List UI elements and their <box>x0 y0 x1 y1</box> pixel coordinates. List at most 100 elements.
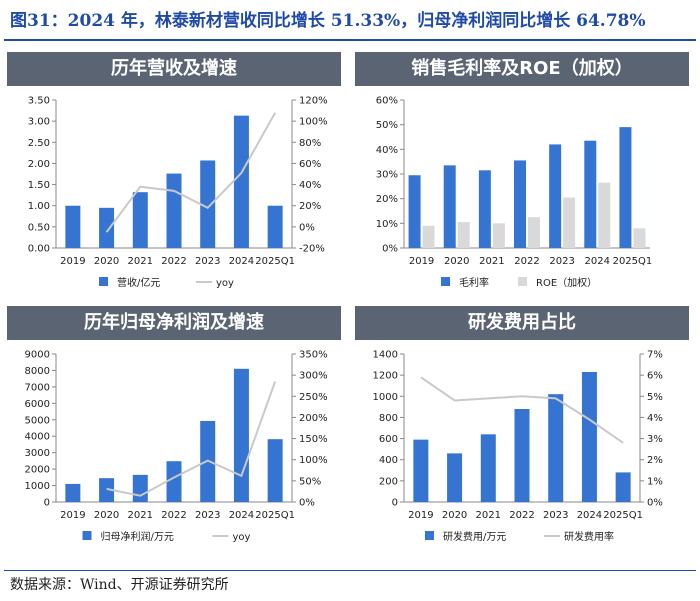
left-tick-label: 1000 <box>25 481 50 492</box>
x-tick-label: 2025Q1 <box>613 256 653 267</box>
bar-bar-2022 <box>514 408 530 502</box>
left-tick-label: 8000 <box>25 366 50 377</box>
bar-bar-2020 <box>99 478 115 502</box>
right-tick-label: 300% <box>299 371 328 382</box>
source-note: 数据来源：Wind、开源证券研究所 <box>10 577 229 593</box>
right-tick-label: 3% <box>647 434 663 445</box>
bar-bar-2024 <box>233 115 249 248</box>
bar-bar-2020 <box>99 207 115 248</box>
x-tick-label: 2023 <box>195 256 220 267</box>
x-tick-label: 2023 <box>549 256 574 267</box>
legend-label: 研发费用率 <box>564 530 614 543</box>
legend-swatch-bar <box>99 277 108 286</box>
right-tick-label: 100% <box>299 455 328 466</box>
bar-bar-2024 <box>584 140 597 248</box>
left-tick-label: 3000 <box>25 448 50 459</box>
x-tick-label: 2020 <box>94 256 119 267</box>
legend-label: 营收/亿元 <box>117 276 160 289</box>
legend-label: ROE（加权） <box>536 276 597 289</box>
legend-label: yoy <box>216 278 234 289</box>
left-tick-label: 6000 <box>25 399 50 410</box>
left-tick-label: 2.50 <box>28 138 50 149</box>
legend-swatch-bar <box>82 531 92 540</box>
left-tick-label: 0.50 <box>28 222 50 233</box>
x-tick-label: 2025Q1 <box>255 510 295 521</box>
right-tick-label: 5% <box>647 392 663 403</box>
x-tick-label: 2022 <box>161 510 186 521</box>
bar-bar-2019 <box>413 439 429 502</box>
left-tick-label: 600 <box>379 434 398 445</box>
bar-bar-2020 <box>447 453 463 502</box>
bar-bar-2023 <box>200 160 216 248</box>
x-tick-label: 2024 <box>585 256 610 267</box>
right-tick-label: -20% <box>299 244 325 255</box>
right-tick-label: 2% <box>647 455 663 466</box>
x-tick-label: 2019 <box>60 256 85 267</box>
right-tick-label: 60% <box>299 159 321 170</box>
bar-bar2-2023 <box>563 197 576 248</box>
revenue-chart: 0.00 0.50 1.00 1.50 2.00 2.50 3.00 3.50 -20% 0% 20… <box>28 96 328 290</box>
x-tick-label: 2023 <box>543 510 568 521</box>
bar-bar-2024 <box>233 368 249 502</box>
right-tick-label: 50% <box>299 476 321 487</box>
right-tick-label: 120% <box>299 96 328 107</box>
right-tick-label: 0% <box>647 498 663 509</box>
bar-bar-2022 <box>166 461 182 502</box>
left-tick-label: 7000 <box>25 382 50 393</box>
bar-bar-2025Q1 <box>615 472 631 502</box>
left-tick-label: 1.50 <box>28 180 50 191</box>
left-tick-label: 30% <box>376 170 398 181</box>
right-tick-label: 100% <box>299 117 328 128</box>
legend-swatch-bar <box>441 277 450 286</box>
left-tick-label: 50% <box>376 120 398 131</box>
right-tick-label: 6% <box>647 371 663 382</box>
bar-bar-2025Q1 <box>267 439 283 502</box>
right-tick-label: 20% <box>299 201 321 212</box>
bar-bar-2022 <box>166 173 182 248</box>
left-tick-label: 1000 <box>373 392 398 403</box>
x-tick-label: 2020 <box>94 510 119 521</box>
x-tick-label: 2020 <box>444 256 469 267</box>
bar-bar-2019 <box>65 205 81 248</box>
legend-label: 毛利率 <box>459 276 489 289</box>
legend-label: 归母净利润/万元 <box>101 530 174 543</box>
left-tick-label: 0 <box>392 498 398 509</box>
x-tick-label: 2022 <box>161 256 186 267</box>
rnd-chart: 0 200 400 600 800 1000 1200 1400 0% 1% 2% 3% 4% 5% 6% 7… <box>373 350 663 544</box>
margin-roe-chart-panel: 销售毛利率及ROE（加权） 0% 10% 20% 30% 40% 50% 60% 2019 20… <box>352 52 692 298</box>
left-tick-label: 2.00 <box>28 159 50 170</box>
x-tick-label: 2024 <box>229 256 254 267</box>
left-tick-label: 40% <box>376 145 398 156</box>
x-tick-label: 2022 <box>509 510 534 521</box>
bar-bar2-2021 <box>492 223 505 248</box>
left-tick-label: 400 <box>379 455 398 466</box>
x-tick-label: 2021 <box>128 256 153 267</box>
revenue-chart-panel: 历年营收及增速 0.00 0.50 1.00 1.50 2.00 2.50 3.00 3.50… <box>4 52 344 298</box>
bar-bar2-2024 <box>598 182 611 248</box>
x-tick-label: 2024 <box>577 510 602 521</box>
bar-bar-2022 <box>514 160 526 248</box>
left-tick-label: 0.00 <box>28 244 50 255</box>
right-tick-label: 7% <box>647 350 663 361</box>
x-tick-label: 2021 <box>128 510 153 521</box>
left-tick-label: 1400 <box>373 350 398 361</box>
rnd-chart-title: 研发费用占比 <box>355 306 689 340</box>
right-tick-label: 200% <box>299 413 328 424</box>
left-tick-label: 3.50 <box>28 96 50 107</box>
line-series-yoy <box>106 381 277 497</box>
title-rule <box>4 39 696 41</box>
left-tick-label: 60% <box>376 96 398 107</box>
left-tick-label: 5000 <box>25 415 50 426</box>
right-tick-label: 4% <box>647 413 663 424</box>
bar-bar-2021 <box>132 192 148 248</box>
right-tick-label: 0% <box>299 222 315 233</box>
bar-bar-2021 <box>480 434 496 502</box>
source-rule <box>4 570 696 571</box>
x-tick-label: 2023 <box>195 510 220 521</box>
x-tick-label: 2019 <box>408 510 433 521</box>
bar-bar-2024 <box>581 371 597 502</box>
bar-bar2-2019 <box>422 225 435 248</box>
rnd-chart-panel: 研发费用占比 0 200 400 600 800 1000 1200 1400 0% 1% 2% 3%… <box>352 306 692 552</box>
figure-title: 图31：2024 年，林泰新材营收同比增长 51.33%，归母净利润同比增长 6… <box>10 11 646 31</box>
bar-bar-2020 <box>443 165 456 248</box>
